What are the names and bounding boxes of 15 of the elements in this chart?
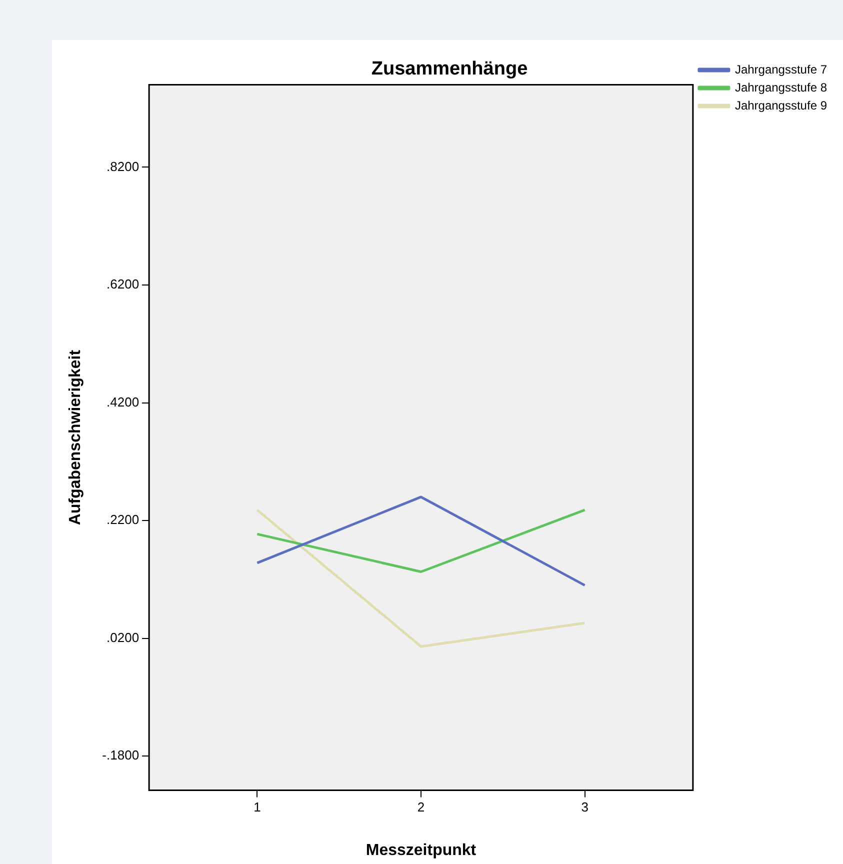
x-axis-title: Messzeitpunkt xyxy=(366,842,477,859)
legend-label: Jahrgangsstufe 8 xyxy=(734,80,828,94)
x-tick-label: 3 xyxy=(581,800,588,815)
x-tick-label: 1 xyxy=(254,800,261,815)
y-tick-label: .4200 xyxy=(106,394,140,410)
y-tick-label: .2200 xyxy=(106,512,140,528)
y-tick-label: .8200 xyxy=(106,158,140,174)
legend-label: Jahrgangsstufe 9 xyxy=(734,98,828,112)
x-tick-label: 2 xyxy=(417,800,425,815)
legend-label: Jahrgangsstufe 7 xyxy=(734,62,828,76)
chart-title: Zusammenhänge xyxy=(371,58,528,80)
y-tick-label: .6200 xyxy=(106,276,140,292)
y-tick-label: .0200 xyxy=(106,630,140,645)
y-axis-title: Aufgabenschwierigkeit xyxy=(67,349,84,526)
y-tick-label: -.1800 xyxy=(102,748,140,763)
